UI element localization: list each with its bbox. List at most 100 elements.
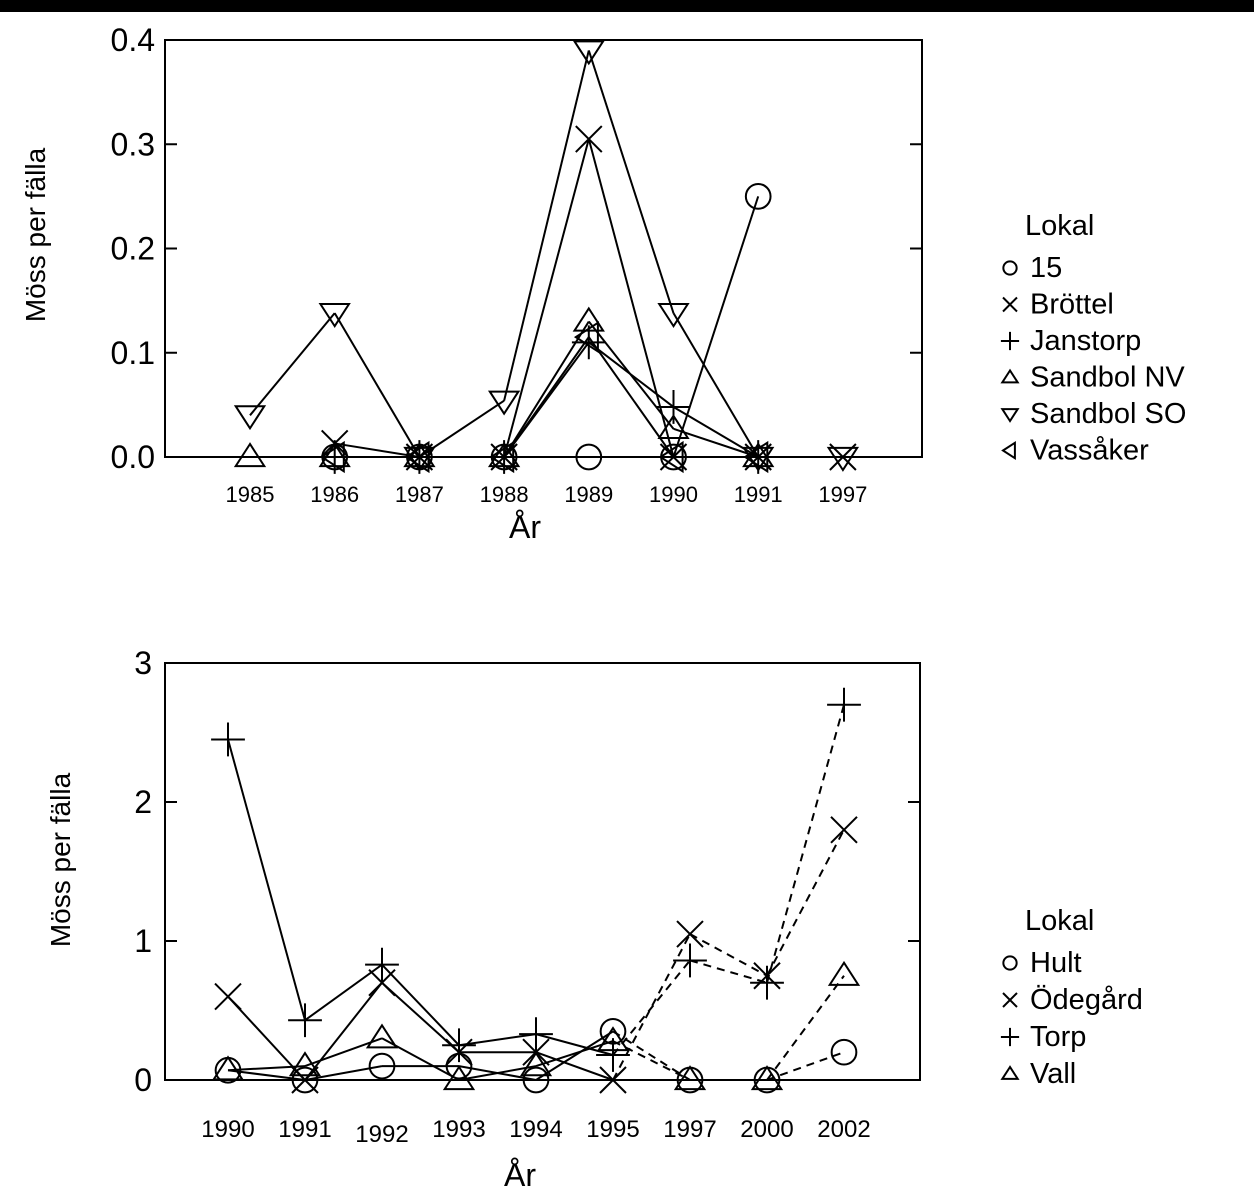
data-point bbox=[291, 1066, 319, 1094]
x-tick-label: 1985 bbox=[226, 482, 275, 507]
series-line-segment bbox=[587, 50, 675, 314]
data-point bbox=[575, 125, 603, 153]
x-tick-label: 1986 bbox=[310, 482, 359, 507]
legend-label: Hult bbox=[1030, 947, 1082, 979]
series-vall bbox=[211, 960, 861, 1091]
legend-entry: Sandbol NV bbox=[1000, 362, 1185, 394]
legend-marker bbox=[1000, 408, 1020, 423]
data-point bbox=[826, 446, 860, 472]
data-point bbox=[744, 183, 772, 210]
legend-label: Bröttel bbox=[1030, 289, 1114, 321]
legend-marker bbox=[1000, 1027, 1020, 1047]
series-line-segment bbox=[503, 138, 590, 458]
x-tick-label: 1995 bbox=[586, 1116, 639, 1143]
legend-label: Vall bbox=[1030, 1058, 1076, 1090]
series-line-segment bbox=[766, 975, 845, 1081]
data-point bbox=[573, 320, 599, 354]
x-tick-label: 2002 bbox=[817, 1116, 870, 1143]
series-line-segment bbox=[458, 1033, 537, 1047]
series-line-segment bbox=[587, 138, 675, 458]
series-line-segment bbox=[766, 829, 845, 977]
data-point bbox=[657, 414, 690, 439]
data-point bbox=[211, 1055, 245, 1081]
legend-marker bbox=[1000, 331, 1020, 351]
x-axis-label: År bbox=[509, 509, 541, 545]
x-tick-label: 1997 bbox=[663, 1116, 716, 1143]
data-point bbox=[291, 1066, 319, 1094]
series-torp bbox=[211, 687, 861, 1072]
legend-marker bbox=[1001, 440, 1016, 461]
legend-label: Ödegård bbox=[1030, 984, 1143, 1016]
data-point bbox=[519, 1051, 553, 1077]
legend-label: Sandbol SO bbox=[1030, 398, 1186, 430]
y-tick-label: 0.3 bbox=[111, 126, 155, 162]
plot-frame-2 bbox=[164, 662, 921, 1081]
legend-title: Lokal bbox=[1025, 905, 1094, 937]
series-line-segment bbox=[612, 959, 691, 1056]
series-sandbol-so bbox=[233, 40, 860, 472]
legend-marker bbox=[1002, 992, 1018, 1008]
series-line-segment bbox=[227, 739, 306, 1021]
x-tick-label: 1988 bbox=[480, 482, 529, 507]
legend-label: Torp bbox=[1030, 1021, 1086, 1053]
data-point bbox=[572, 306, 605, 332]
y-tick-label: 0 bbox=[134, 1062, 152, 1098]
series-line-segment bbox=[588, 320, 675, 430]
data-point bbox=[442, 1028, 476, 1063]
series-line-segment bbox=[672, 196, 760, 458]
x-tick-label: 1991 bbox=[734, 482, 783, 507]
series-ödegård bbox=[214, 816, 858, 1094]
data-point bbox=[233, 405, 267, 431]
legend-marker bbox=[1000, 368, 1020, 384]
data-point bbox=[288, 1051, 322, 1077]
data-point bbox=[487, 390, 521, 416]
x-tick-label: 1987 bbox=[395, 482, 444, 507]
x-tick-label: 1994 bbox=[509, 1116, 562, 1143]
legend-entry: Torp bbox=[1000, 1021, 1086, 1053]
y-tick-label: 3 bbox=[134, 645, 152, 681]
series-line-segment bbox=[304, 1037, 383, 1068]
top-rule bbox=[0, 0, 1254, 12]
data-point bbox=[489, 440, 515, 474]
series-line-segment bbox=[689, 933, 768, 977]
legend-entry: Sandbol SO bbox=[1000, 398, 1186, 430]
series-line-segment bbox=[672, 312, 760, 458]
legend-entry: Janstorp bbox=[1000, 325, 1141, 357]
data-point bbox=[673, 1065, 707, 1091]
legend-entry: Ödegård bbox=[1002, 984, 1143, 1016]
series-line-segment bbox=[535, 1040, 614, 1068]
data-point bbox=[599, 1066, 627, 1094]
data-point bbox=[657, 303, 690, 328]
legend-entry: Vassåker bbox=[1001, 435, 1149, 467]
legend-marker bbox=[1002, 260, 1018, 276]
data-point bbox=[827, 960, 861, 986]
data-point bbox=[743, 440, 769, 474]
legend-label: Vassåker bbox=[1030, 435, 1149, 467]
y-tick-label: 0.0 bbox=[111, 439, 155, 475]
y-tick-label: 0.1 bbox=[111, 335, 155, 371]
data-point bbox=[368, 1052, 396, 1080]
legend-entry: Hult bbox=[1002, 947, 1082, 979]
series-line-segment bbox=[304, 963, 383, 1022]
series-line-segment bbox=[333, 312, 421, 458]
legend-entry: 15 bbox=[1002, 252, 1062, 284]
data-point bbox=[319, 440, 345, 474]
data-point bbox=[365, 947, 399, 982]
data-point bbox=[830, 816, 858, 844]
data-point bbox=[365, 1023, 399, 1049]
data-point bbox=[830, 1038, 858, 1066]
series-line-segment bbox=[227, 1065, 306, 1072]
series-line-segment bbox=[503, 336, 590, 458]
data-point bbox=[522, 1066, 550, 1094]
data-point bbox=[658, 440, 684, 474]
series-line-segment bbox=[458, 1065, 537, 1081]
legend-label: Sandbol NV bbox=[1030, 362, 1185, 394]
data-point bbox=[288, 1003, 322, 1038]
legend-marker bbox=[1002, 955, 1018, 971]
series-line-segment bbox=[535, 1033, 614, 1056]
data-point bbox=[750, 965, 784, 1000]
data-point bbox=[572, 40, 605, 66]
data-point bbox=[596, 1038, 630, 1072]
x-tick-label: 1990 bbox=[201, 1116, 254, 1143]
legend-marker bbox=[1002, 296, 1018, 313]
